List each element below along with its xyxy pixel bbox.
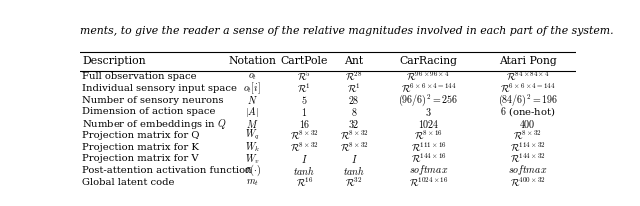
Text: $|A|$: $|A|$	[245, 105, 259, 119]
Text: Atari Pong: Atari Pong	[499, 56, 557, 66]
Text: $\mathcal{R}^{114\times32}$: $\mathcal{R}^{114\times32}$	[509, 140, 545, 154]
Text: $\mathcal{R}^{8\times32}$: $\mathcal{R}^{8\times32}$	[290, 129, 319, 142]
Text: $\mathcal{R}^{144\times16}$: $\mathcal{R}^{144\times16}$	[410, 152, 446, 165]
Text: $\mathcal{R}^5$: $\mathcal{R}^5$	[298, 70, 312, 83]
Text: $5$: $5$	[301, 94, 308, 106]
Text: $W_q$: $W_q$	[245, 128, 260, 142]
Text: Individual sensory input space: Individual sensory input space	[83, 84, 237, 93]
Text: Projection matrix for K: Projection matrix for K	[83, 143, 199, 152]
Text: $1024$: $1024$	[418, 118, 439, 130]
Text: $32$: $32$	[348, 118, 360, 130]
Text: $W_k$: $W_k$	[245, 140, 260, 154]
Text: $N$: $N$	[247, 94, 258, 106]
Text: CartPole: CartPole	[281, 56, 328, 66]
Text: $\mathcal{R}^1$: $\mathcal{R}^1$	[298, 82, 312, 95]
Text: $\mathcal{R}^{8\times32}$: $\mathcal{R}^{8\times32}$	[340, 129, 369, 142]
Text: $\mathcal{R}^{8\times16}$: $\mathcal{R}^{8\times16}$	[414, 129, 443, 142]
Text: $1$: $1$	[301, 106, 307, 118]
Text: $\mathcal{R}^{8\times32}$: $\mathcal{R}^{8\times32}$	[290, 140, 319, 154]
Text: $\sigma(\cdot)$: $\sigma(\cdot)$	[244, 163, 261, 178]
Text: $o_t[i]$: $o_t[i]$	[243, 81, 261, 96]
Text: $400$: $400$	[519, 118, 536, 130]
Text: $\mathcal{R}^{28}$: $\mathcal{R}^{28}$	[345, 70, 363, 83]
Text: CarRacing: CarRacing	[399, 56, 458, 66]
Text: $m_t$: $m_t$	[246, 177, 259, 188]
Text: $I$: $I$	[351, 153, 358, 165]
Text: Dimension of action space: Dimension of action space	[83, 107, 216, 116]
Text: $16$: $16$	[299, 118, 310, 130]
Text: $tanh$: $tanh$	[293, 164, 316, 177]
Text: $\mathcal{R}^{400\times32}$: $\mathcal{R}^{400\times32}$	[509, 176, 545, 189]
Text: $\mathcal{R}^{1024\times16}$: $\mathcal{R}^{1024\times16}$	[409, 176, 448, 189]
Text: $\mathcal{R}^{144\times32}$: $\mathcal{R}^{144\times32}$	[509, 152, 545, 165]
Text: $\mathcal{R}^{111\times16}$: $\mathcal{R}^{111\times16}$	[410, 140, 446, 154]
Text: $M$: $M$	[246, 118, 259, 130]
Text: $tanh$: $tanh$	[343, 164, 365, 177]
Text: Description: Description	[83, 56, 146, 66]
Text: $(84/6)^2 = 196$: $(84/6)^2 = 196$	[498, 92, 557, 108]
Text: Post-attention activation function: Post-attention activation function	[83, 166, 252, 175]
Text: $\mathcal{R}^1$: $\mathcal{R}^1$	[347, 82, 361, 95]
Text: $\mathcal{R}^{6\times6\times4=144}$: $\mathcal{R}^{6\times6\times4=144}$	[401, 82, 456, 95]
Text: $3$: $3$	[425, 106, 432, 118]
Text: $\mathcal{R}^{6\times6\times4=144}$: $\mathcal{R}^{6\times6\times4=144}$	[500, 82, 556, 95]
Text: $\mathcal{R}^{8\times32}$: $\mathcal{R}^{8\times32}$	[340, 140, 369, 154]
Text: $o_t$: $o_t$	[248, 71, 257, 82]
Text: ments, to give the reader a sense of the relative magnitudes involved in each pa: ments, to give the reader a sense of the…	[80, 26, 614, 36]
Text: Ant: Ant	[344, 56, 364, 66]
Text: Number of sensory neurons: Number of sensory neurons	[83, 96, 224, 105]
Text: $\mathcal{R}^{32}$: $\mathcal{R}^{32}$	[346, 176, 363, 189]
Text: $\mathcal{R}^{84\times84\times4}$: $\mathcal{R}^{84\times84\times4}$	[506, 70, 550, 83]
Text: Number of embeddings in $Q$: Number of embeddings in $Q$	[83, 117, 227, 131]
Text: $\mathcal{R}^{8\times32}$: $\mathcal{R}^{8\times32}$	[513, 129, 542, 142]
Text: $\mathcal{R}^{96\times96\times4}$: $\mathcal{R}^{96\times96\times4}$	[406, 70, 451, 83]
Text: Projection matrix for Q: Projection matrix for Q	[83, 131, 200, 140]
Text: $6$ (one-hot): $6$ (one-hot)	[500, 105, 556, 118]
Text: Full observation space: Full observation space	[83, 72, 197, 81]
Text: $W_v$: $W_v$	[245, 152, 260, 166]
Text: Notation: Notation	[228, 56, 276, 66]
Text: Global latent code: Global latent code	[83, 178, 175, 187]
Text: $I$: $I$	[301, 153, 308, 165]
Text: $\mathcal{R}^{16}$: $\mathcal{R}^{16}$	[296, 176, 313, 189]
Text: $8$: $8$	[351, 106, 357, 118]
Text: $28$: $28$	[348, 94, 360, 106]
Text: Projection matrix for V: Projection matrix for V	[83, 154, 199, 163]
Text: $softmax$: $softmax$	[409, 164, 448, 178]
Text: $softmax$: $softmax$	[508, 164, 547, 178]
Text: $(96/6)^2 = 256$: $(96/6)^2 = 256$	[399, 92, 458, 108]
